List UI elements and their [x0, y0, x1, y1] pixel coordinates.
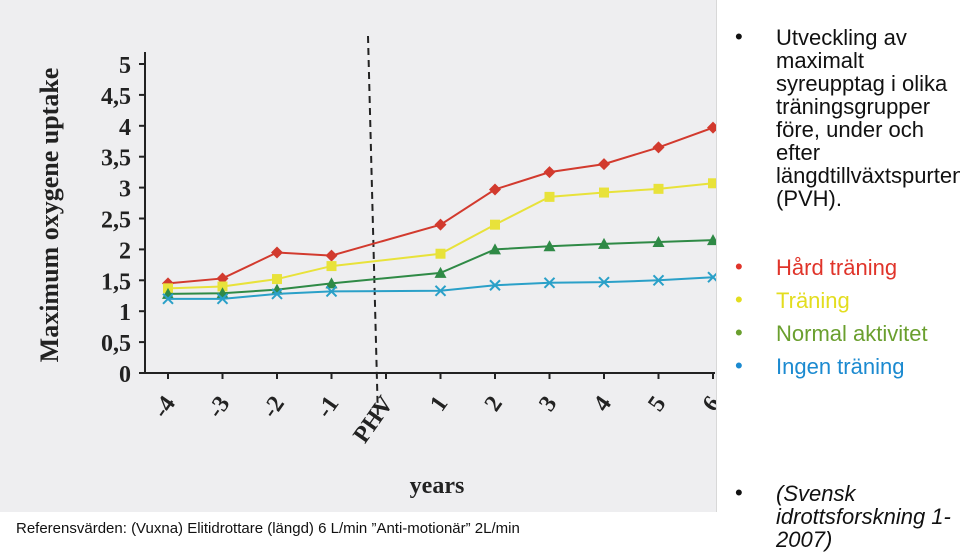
data-point: [272, 274, 282, 285]
line-chart: Maximum oxygene uptake years 0 0,5 1 1,5 2 2,…: [35, 35, 716, 499]
data-point: [216, 293, 229, 305]
data-point: [543, 166, 556, 179]
data-point: [489, 243, 501, 255]
x-axis-label: years: [410, 473, 465, 499]
legend-label: Normal aktivitet: [776, 321, 928, 346]
intro-bullet: • Utveckling av maximalt syreupptag i ol…: [722, 24, 960, 211]
data-point: [652, 235, 665, 247]
reference-bullet: • (Svensk idrottsforskning 1-2007): [722, 480, 958, 552]
data-point-stroke: [598, 276, 610, 288]
data-point: [435, 248, 446, 259]
data-point: [325, 249, 338, 262]
data-point-stroke: [652, 274, 665, 287]
data-point-stroke: [325, 285, 338, 298]
y-tick-label: 4: [119, 115, 131, 141]
data-point: [707, 271, 716, 283]
y-tick-label: 2,5: [101, 208, 131, 234]
data-point: [489, 183, 501, 196]
data-point: [325, 285, 338, 298]
legend-bullet-dot: •: [735, 254, 743, 279]
series-line: [167, 126, 714, 285]
y-tick-label: 3,5: [101, 146, 131, 172]
series-line: [167, 239, 714, 295]
data-point: [652, 274, 665, 287]
data-point: [490, 219, 500, 230]
data-point: [434, 266, 447, 278]
x-tick-label: -1: [312, 392, 345, 423]
x-tick-label: 6: [698, 392, 716, 417]
y-tick-label: 1: [119, 300, 131, 326]
data-point: [652, 141, 665, 154]
data-point: [271, 246, 283, 259]
legend-item: • Hård träning: [722, 254, 958, 280]
bullet-panel: • Utveckling av maximalt syreupptag i ol…: [722, 24, 960, 551]
bullet-dot: •: [735, 24, 743, 49]
data-point-stroke: [216, 293, 229, 305]
data-point: [434, 285, 447, 297]
data-point-stroke: [271, 288, 283, 300]
data-point: [543, 240, 556, 252]
x-tick-label: -4: [148, 392, 181, 423]
data-point: [489, 279, 501, 291]
data-point: [707, 121, 716, 134]
legend-bullet-dot: •: [735, 353, 743, 378]
data-point: [216, 272, 229, 285]
data-point: [325, 277, 338, 289]
x-tick-label: 4: [589, 392, 617, 417]
data-point: [708, 178, 716, 189]
legend-item: • Träning: [722, 287, 958, 313]
data-point: [326, 261, 337, 272]
y-axis-label: Maximum oxygene uptake: [35, 68, 64, 363]
y-tick-label: 0,5: [101, 331, 131, 357]
legend: • Hård träning • Träning • Normal aktivitet • I…: [722, 254, 958, 379]
data-point: [598, 276, 610, 288]
x-tick-label: 1: [425, 392, 453, 417]
legend-bullet-dot: •: [735, 287, 743, 312]
data-point-stroke: [543, 277, 556, 289]
x-tick-label: 5: [643, 392, 671, 417]
data-point-stroke: [489, 279, 501, 291]
data-point-stroke: [162, 293, 174, 305]
data-point: [653, 183, 664, 194]
phv-dashed-line: [367, 35, 379, 421]
y-tick-label: 0: [119, 362, 131, 388]
data-point: [707, 234, 716, 246]
legend-label: Ingen träning: [776, 354, 905, 379]
data-point-stroke: [434, 285, 447, 297]
x-tick-label: -3: [203, 392, 236, 423]
data-point: [271, 288, 283, 300]
legend-item: • Normal aktivitet: [722, 320, 958, 346]
intro-text: Utveckling av maximalt syreupptag i olik…: [776, 25, 960, 211]
y-tick-label: 3: [119, 177, 131, 203]
data-point: [598, 237, 610, 249]
data-point: [217, 281, 228, 292]
data-point: [434, 218, 447, 231]
data-point-stroke: [707, 272, 716, 283]
x-tick-label: 2: [480, 392, 508, 417]
series-line: [168, 276, 714, 300]
data-point: [162, 293, 174, 305]
series-line: [167, 182, 714, 290]
data-point: [599, 187, 609, 198]
x-tick-label: 3: [534, 392, 562, 417]
data-point: [598, 158, 610, 171]
legend-bullet-dot: •: [735, 320, 743, 345]
y-tick-label: 4,5: [101, 84, 131, 110]
data-point: [544, 191, 555, 202]
y-tick-label: 1,5: [101, 269, 131, 295]
y-tick-label: 5: [119, 53, 131, 79]
reference-caption: Referensvärden: (Vuxna) Elitidrottare (l…: [16, 520, 520, 537]
bullet-dot: •: [735, 480, 743, 505]
legend-label: Hård träning: [776, 255, 898, 280]
y-tick-label: 2: [119, 238, 131, 264]
x-tick-label: -2: [257, 392, 290, 423]
data-point: [543, 277, 556, 289]
reference-text: (Svensk idrottsforskning 1-2007): [776, 481, 951, 552]
legend-label: Träning: [776, 288, 850, 313]
x-tick-label: PHV: [349, 391, 400, 448]
legend-item: • Ingen träning: [722, 353, 958, 379]
chart-photo: Maximum oxygene uptake years 0 0,5 1 1,5 2 2,…: [0, 0, 717, 512]
